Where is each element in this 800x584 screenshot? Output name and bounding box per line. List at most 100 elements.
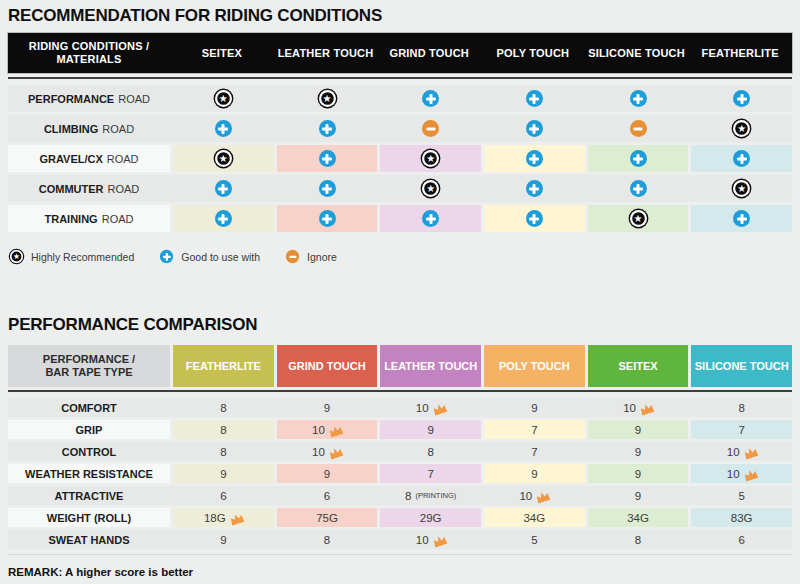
legend-label: Good to use with <box>181 251 260 263</box>
table-cell <box>588 85 689 112</box>
legend-label: Ignore <box>307 251 337 263</box>
crown-icon <box>432 402 447 416</box>
table-cell: 8 <box>588 530 689 549</box>
star-icon <box>319 90 336 107</box>
column-header-grind-touch: GRIND TOUCH <box>377 47 481 60</box>
table-cell: 9 <box>484 464 585 483</box>
table-cell: 9 <box>588 486 689 505</box>
minus-icon <box>422 120 439 137</box>
section-title-riding-conditions: RECOMMENDATION FOR RIDING CONDITIONS <box>8 0 792 26</box>
column-header-seitex: SEITEX <box>170 47 274 60</box>
row-label: WEIGHT (ROLL) <box>8 508 170 527</box>
minus-icon <box>630 120 647 137</box>
row-label-bold: TRAINING <box>45 213 98 225</box>
table-cell <box>173 145 274 172</box>
star-icon <box>630 210 647 227</box>
table-cell: 6 <box>173 486 274 505</box>
plus-icon <box>526 150 543 167</box>
riding-conditions-row: GRAVEL/CX ROAD <box>8 145 792 172</box>
plus-icon <box>733 90 750 107</box>
row-label-rest: ROAD <box>108 183 140 195</box>
column-header-silicone-touch: SILICONE TOUCH <box>585 47 689 60</box>
column-header-poly-touch: POLY TOUCH <box>484 345 585 387</box>
table-cell <box>484 145 585 172</box>
crown-icon <box>432 534 447 548</box>
table-cell: 6 <box>691 530 792 549</box>
row-label: GRAVEL/CX ROAD <box>8 145 170 172</box>
table-cell <box>691 145 792 172</box>
table-cell: 10 <box>691 464 792 483</box>
table-cell <box>173 115 274 142</box>
plus-icon <box>215 120 232 137</box>
table-cell <box>588 175 689 202</box>
table-cell: 5 <box>691 486 792 505</box>
plus-icon <box>733 210 750 227</box>
plus-icon <box>319 180 336 197</box>
crown-icon <box>535 490 550 504</box>
plus-icon <box>215 210 232 227</box>
column-header-grind-touch: GRIND TOUCH <box>277 345 378 387</box>
table-cell: 34G <box>588 508 689 527</box>
row-label: GRIP <box>8 420 170 439</box>
performance-row: SWEAT HANDS 9 8 10 5 8 6 <box>8 530 792 549</box>
table-cell <box>380 85 481 112</box>
row-label-bold: CLIMBING <box>44 123 98 135</box>
table-cell: 8 (PRINTING) <box>380 486 481 505</box>
table-cell <box>484 175 585 202</box>
table-cell <box>380 115 481 142</box>
row-label-bold: COMMUTER <box>39 183 104 195</box>
row-label: ATTRACTIVE <box>8 486 170 505</box>
row-label-bold: GRAVEL/CX <box>39 153 102 165</box>
table-cell: 10 <box>588 398 689 417</box>
plus-icon <box>526 120 543 137</box>
table-bottom-separator <box>8 554 792 555</box>
row-label-rest: ROAD <box>107 153 139 165</box>
table-cell: 18G <box>173 508 274 527</box>
star-icon <box>422 180 439 197</box>
plus-icon <box>319 120 336 137</box>
table-cell: 75G <box>277 508 378 527</box>
crown-icon <box>639 402 654 416</box>
plus-icon <box>160 250 173 263</box>
table-cell: 7 <box>484 442 585 461</box>
performance-header-label: PERFORMANCE / BAR TAPE TYPE <box>8 345 170 387</box>
table-cell <box>588 115 689 142</box>
star-icon <box>733 120 750 137</box>
table-cell <box>380 175 481 202</box>
star-icon <box>10 250 23 263</box>
table-cell: 7 <box>691 420 792 439</box>
table-cell: 10 <box>380 398 481 417</box>
row-label: CLIMBING ROAD <box>8 115 170 142</box>
table-cell <box>277 145 378 172</box>
table-cell: 10 <box>380 530 481 549</box>
table-cell: 9 <box>277 398 378 417</box>
table-cell: 9 <box>588 464 689 483</box>
star-icon <box>215 90 232 107</box>
table-cell <box>173 85 274 112</box>
plus-icon <box>319 210 336 227</box>
crown-icon <box>328 446 343 460</box>
table-cell <box>173 175 274 202</box>
plus-icon <box>422 210 439 227</box>
table-cell <box>380 145 481 172</box>
table-cell <box>277 205 378 232</box>
riding-conditions-row: CLIMBING ROAD <box>8 115 792 142</box>
table-cell <box>173 205 274 232</box>
row-label: COMMUTER ROAD <box>8 175 170 202</box>
crown-icon <box>743 468 758 482</box>
column-header-leather-touch: LEATHER TOUCH <box>380 345 481 387</box>
table-cell <box>691 115 792 142</box>
plus-icon <box>733 150 750 167</box>
table-cell: 7 <box>484 420 585 439</box>
plus-icon <box>422 90 439 107</box>
plus-icon <box>526 210 543 227</box>
table-cell: 9 <box>380 420 481 439</box>
plus-icon <box>526 90 543 107</box>
performance-comparison-table: COMFORT 8 9 10 9 10 8 GRIP 8 10 9 7 9 7 … <box>8 398 792 549</box>
legend: Highly Recommended Good to use with Igno… <box>8 248 792 265</box>
row-label: PERFORMANCE ROAD <box>8 85 170 112</box>
plus-icon <box>630 150 647 167</box>
table-cell <box>277 175 378 202</box>
riding-conditions-header-row: RIDING CONDITIONS / MATERIALS SEITEX LEA… <box>8 33 792 73</box>
plus-icon <box>319 150 336 167</box>
